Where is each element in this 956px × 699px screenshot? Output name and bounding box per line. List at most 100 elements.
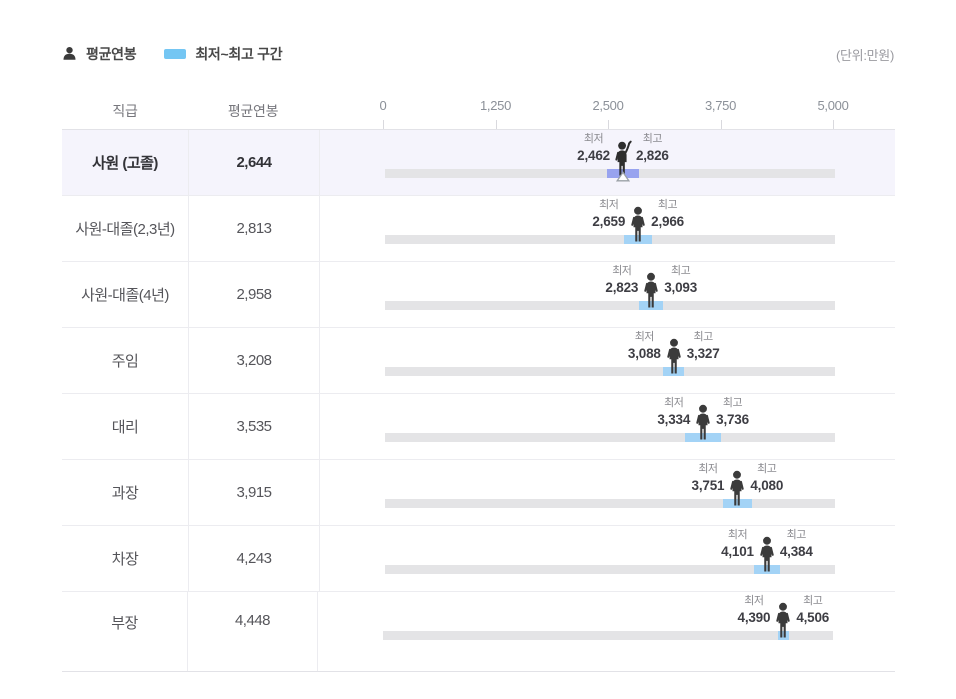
person-icon (62, 46, 77, 62)
min-max-range-bar[interactable] (662, 367, 685, 376)
position-label: 차장 (111, 551, 139, 568)
min-annotation: 최저 2,659 (592, 199, 625, 230)
range-chart-cell: 최저 2,823 최고 3,093 (320, 262, 895, 327)
average-person-icon (772, 601, 794, 640)
average-cell: 3,535 (189, 394, 320, 459)
chart-area: 최저 4,101 최고 4,384 (385, 526, 835, 591)
table-row[interactable]: 과장 3,915 최저 3,751 (62, 460, 895, 526)
table-row[interactable]: 사원 (고졸) 2,644 (62, 130, 895, 196)
range-chart-cell: 최저 2,659 최고 2,966 (320, 196, 895, 261)
chart-area: 최저 3,088 최고 3,327 (385, 328, 835, 393)
max-value: 4,080 (750, 478, 784, 493)
salary-table: 직급 평균연봉 0 1,250 2,500 3,750 5,000 사원 (고졸) 2,… (62, 93, 895, 672)
x-axis: 0 1,250 2,500 3,750 5,000 (380, 93, 849, 129)
max-caption: 최고 (757, 463, 777, 475)
min-caption: 최저 (634, 331, 655, 343)
salary-scale-track (383, 631, 833, 640)
average-value: 2,644 (236, 154, 272, 171)
max-value: 4,384 (779, 544, 813, 559)
min-annotation: 최저 3,751 (692, 463, 725, 494)
max-annotation: 최고 4,384 (780, 529, 813, 560)
max-caption: 최고 (803, 595, 823, 607)
max-value: 4,506 (796, 610, 830, 625)
average-cell: 3,915 (189, 460, 320, 525)
min-value: 4,101 (721, 544, 754, 559)
legend-bar: 평균연봉 최저~최고 구간 (단위:만원) (62, 44, 894, 64)
max-annotation: 최고 4,506 (796, 595, 829, 626)
range-chart-cell: 최저 3,334 최고 3,736 (320, 394, 895, 459)
chart-area: 최저 3,334 최고 3,736 (385, 394, 835, 459)
min-caption: 최저 (698, 463, 718, 475)
min-caption: 최저 (612, 265, 632, 277)
max-annotation: 최고 4,080 (750, 463, 783, 494)
axis-tick-label: 1,250 (479, 98, 512, 113)
min-max-range-bar[interactable] (624, 235, 652, 244)
average-value: 2,813 (236, 220, 272, 237)
axis-tick-label: 2,500 (592, 98, 624, 113)
table-row[interactable]: 부장 4,448 최저 4,390 (62, 592, 895, 671)
table-row[interactable]: 사원-대졸(4년) 2,958 최저 2,82 (62, 262, 895, 328)
min-caption: 최저 (664, 397, 684, 409)
max-value: 3,093 (664, 280, 698, 295)
min-max-range-bar[interactable] (722, 499, 753, 508)
table-row[interactable]: 사원-대졸(2,3년) 2,813 최저 2, (62, 196, 895, 262)
average-value: 3,208 (236, 352, 272, 369)
average-value: 3,915 (236, 484, 272, 501)
axis-tick-mark (608, 120, 609, 129)
position-cell: 과장 (62, 460, 189, 525)
min-value: 2,659 (592, 214, 626, 229)
min-value: 3,088 (627, 346, 661, 361)
max-caption: 최고 (722, 397, 743, 409)
average-cell: 2,813 (189, 196, 320, 261)
range-chart-cell: 최저 3,751 최고 4,080 (320, 460, 895, 525)
legend-item-average: 평균연봉 (62, 44, 137, 64)
min-annotation: 최저 4,390 (738, 595, 771, 626)
table-row[interactable]: 대리 3,535 최저 3,334 (62, 394, 895, 460)
legend-item-range: 최저~최고 구간 (164, 44, 283, 64)
position-cell: 차장 (62, 526, 189, 591)
max-caption: 최고 (642, 133, 663, 145)
min-caption: 최저 (744, 595, 764, 607)
range-swatch-icon (164, 49, 187, 59)
max-annotation: 최고 2,826 (636, 133, 669, 164)
max-caption: 최고 (657, 199, 678, 211)
max-annotation: 최고 2,966 (651, 199, 684, 230)
header-chart: 0 1,250 2,500 3,750 5,000 (318, 93, 895, 129)
max-value: 3,327 (686, 346, 720, 361)
average-cell: 4,448 (188, 592, 318, 671)
min-value: 3,751 (691, 478, 725, 493)
table-row[interactable]: 차장 4,243 최저 4,101 (62, 526, 895, 592)
min-annotation: 최저 3,088 (628, 331, 661, 362)
max-annotation: 최고 3,327 (687, 331, 720, 362)
chart-area: 최저 2,659 최고 2,966 (385, 196, 835, 261)
position-cell: 주임 (62, 328, 189, 393)
min-max-range-bar[interactable] (778, 631, 789, 640)
axis-tick-label: 3,750 (704, 98, 737, 113)
max-caption: 최고 (693, 331, 713, 343)
max-value: 3,736 (716, 412, 749, 427)
header-average: 평균연봉 (227, 103, 279, 119)
average-value: 4,243 (236, 550, 272, 567)
position-label: 사원-대졸(2,3년) (75, 221, 175, 238)
range-chart-cell: 최저 2,462 최고 2,826 (320, 130, 895, 195)
min-max-range-bar[interactable] (685, 433, 722, 442)
position-cell: 대리 (62, 394, 189, 459)
max-caption: 최고 (786, 529, 807, 541)
average-person-icon (726, 469, 748, 508)
min-annotation: 최저 2,823 (605, 265, 638, 296)
min-max-range-bar[interactable] (754, 565, 780, 574)
range-chart-cell: 최저 4,101 최고 4,384 (320, 526, 895, 591)
max-annotation: 최고 3,093 (664, 265, 697, 296)
min-annotation: 최저 2,462 (577, 133, 610, 164)
average-person-icon (640, 271, 662, 310)
min-value: 2,462 (577, 148, 610, 163)
chart-area: 최저 2,462 최고 2,826 (385, 130, 835, 195)
average-person-waving-icon (612, 139, 634, 178)
header-position: 직급 (112, 103, 138, 119)
min-value: 2,823 (605, 280, 639, 295)
axis-tick-mark (720, 120, 722, 129)
axis-tick-mark (833, 120, 834, 129)
salary-scale-track (385, 565, 835, 574)
table-row[interactable]: 주임 3,208 최저 3,088 (62, 328, 895, 394)
min-max-range-bar[interactable] (639, 301, 664, 310)
